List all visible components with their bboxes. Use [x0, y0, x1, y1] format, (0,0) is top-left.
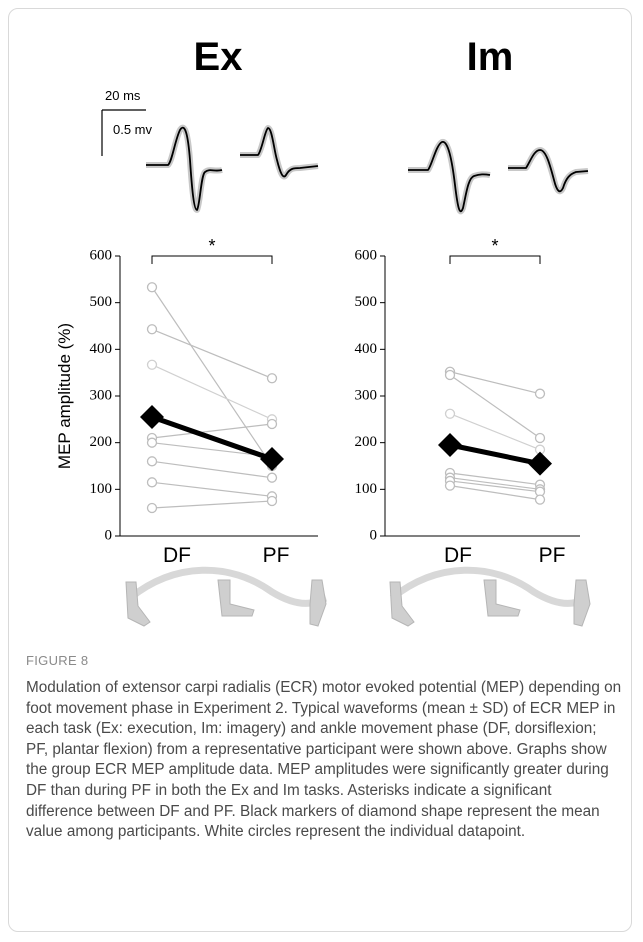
figure-label: FIGURE 8 — [26, 653, 89, 668]
y-tick-label: 0 — [370, 527, 378, 543]
y-tick-label: 400 — [90, 341, 113, 357]
y-tick-label: 500 — [90, 294, 113, 310]
participant-line — [151, 460, 273, 479]
participant-line — [449, 472, 541, 486]
participant-line — [449, 480, 541, 493]
participant-point — [534, 388, 546, 399]
figure: 20 ms 0.5 mv Ex 0 100 200 300 400 500 600 MEP am… — [55, 35, 591, 627]
participant-line — [449, 374, 541, 439]
significance-bracket — [151, 255, 273, 264]
significance-marker: * — [208, 236, 215, 256]
mean-line — [449, 442, 541, 467]
mean-marker — [438, 433, 462, 457]
x-tick-label: DF — [163, 544, 191, 567]
participant-point — [146, 324, 158, 335]
participant-point — [146, 359, 158, 370]
y-tick-label: 200 — [90, 434, 113, 450]
figure-caption: Modulation of extensor carpi radialis (E… — [26, 679, 622, 841]
participant-line — [449, 371, 541, 395]
mean-line — [151, 414, 273, 462]
participant-line — [151, 364, 273, 420]
participant-point — [534, 494, 546, 505]
participant-point — [266, 373, 278, 384]
y-tick-label: 0 — [105, 527, 113, 543]
significance-bracket — [449, 255, 541, 264]
waveforms — [146, 124, 589, 215]
participant-line — [151, 328, 273, 379]
mean-marker — [140, 405, 164, 429]
y-tick-label: 500 — [355, 294, 378, 310]
participant-point — [266, 495, 278, 507]
significance-marker: * — [491, 236, 498, 256]
participant-point — [146, 477, 158, 488]
participant-line — [151, 500, 273, 509]
y-tick-label: 600 — [90, 247, 113, 263]
participant-line — [449, 477, 541, 490]
participant-point — [444, 369, 456, 381]
x-tick-label: PF — [263, 544, 290, 567]
participant-point — [266, 418, 278, 430]
y-tick-label: 200 — [355, 434, 378, 450]
y-tick-label: 300 — [355, 387, 378, 403]
chart-title: Im — [467, 35, 514, 79]
participant-point — [444, 408, 456, 419]
participant-point — [534, 432, 546, 444]
y-axis-label: MEP amplitude (%) — [55, 323, 74, 469]
y-tick-label: 100 — [90, 481, 113, 497]
y-tick-label: 300 — [90, 387, 113, 403]
y-tick-label: 400 — [355, 341, 378, 357]
scale-time-label: 20 ms — [105, 88, 141, 103]
participant-point — [146, 456, 158, 467]
y-tick-label: 100 — [355, 481, 378, 497]
x-tick-label: DF — [444, 544, 472, 567]
x-tick-label: PF — [539, 544, 566, 567]
participant-line — [151, 286, 273, 467]
participant-line — [151, 481, 273, 497]
participant-point — [146, 502, 158, 514]
participant-point — [146, 437, 158, 448]
mean-marker — [528, 451, 552, 476]
participant-line — [151, 423, 273, 439]
y-tick-label: 600 — [355, 247, 378, 263]
mean-marker — [260, 447, 284, 471]
participant-point — [444, 480, 456, 491]
chart-title: Ex — [194, 35, 243, 79]
participant-line — [449, 485, 541, 501]
foot-illustrations — [125, 566, 591, 627]
participant-point — [266, 472, 278, 483]
scale-amplitude-label: 0.5 mv — [113, 122, 153, 137]
participant-point — [146, 282, 158, 293]
figure-frame — [8, 8, 632, 932]
participant-line — [449, 413, 541, 451]
